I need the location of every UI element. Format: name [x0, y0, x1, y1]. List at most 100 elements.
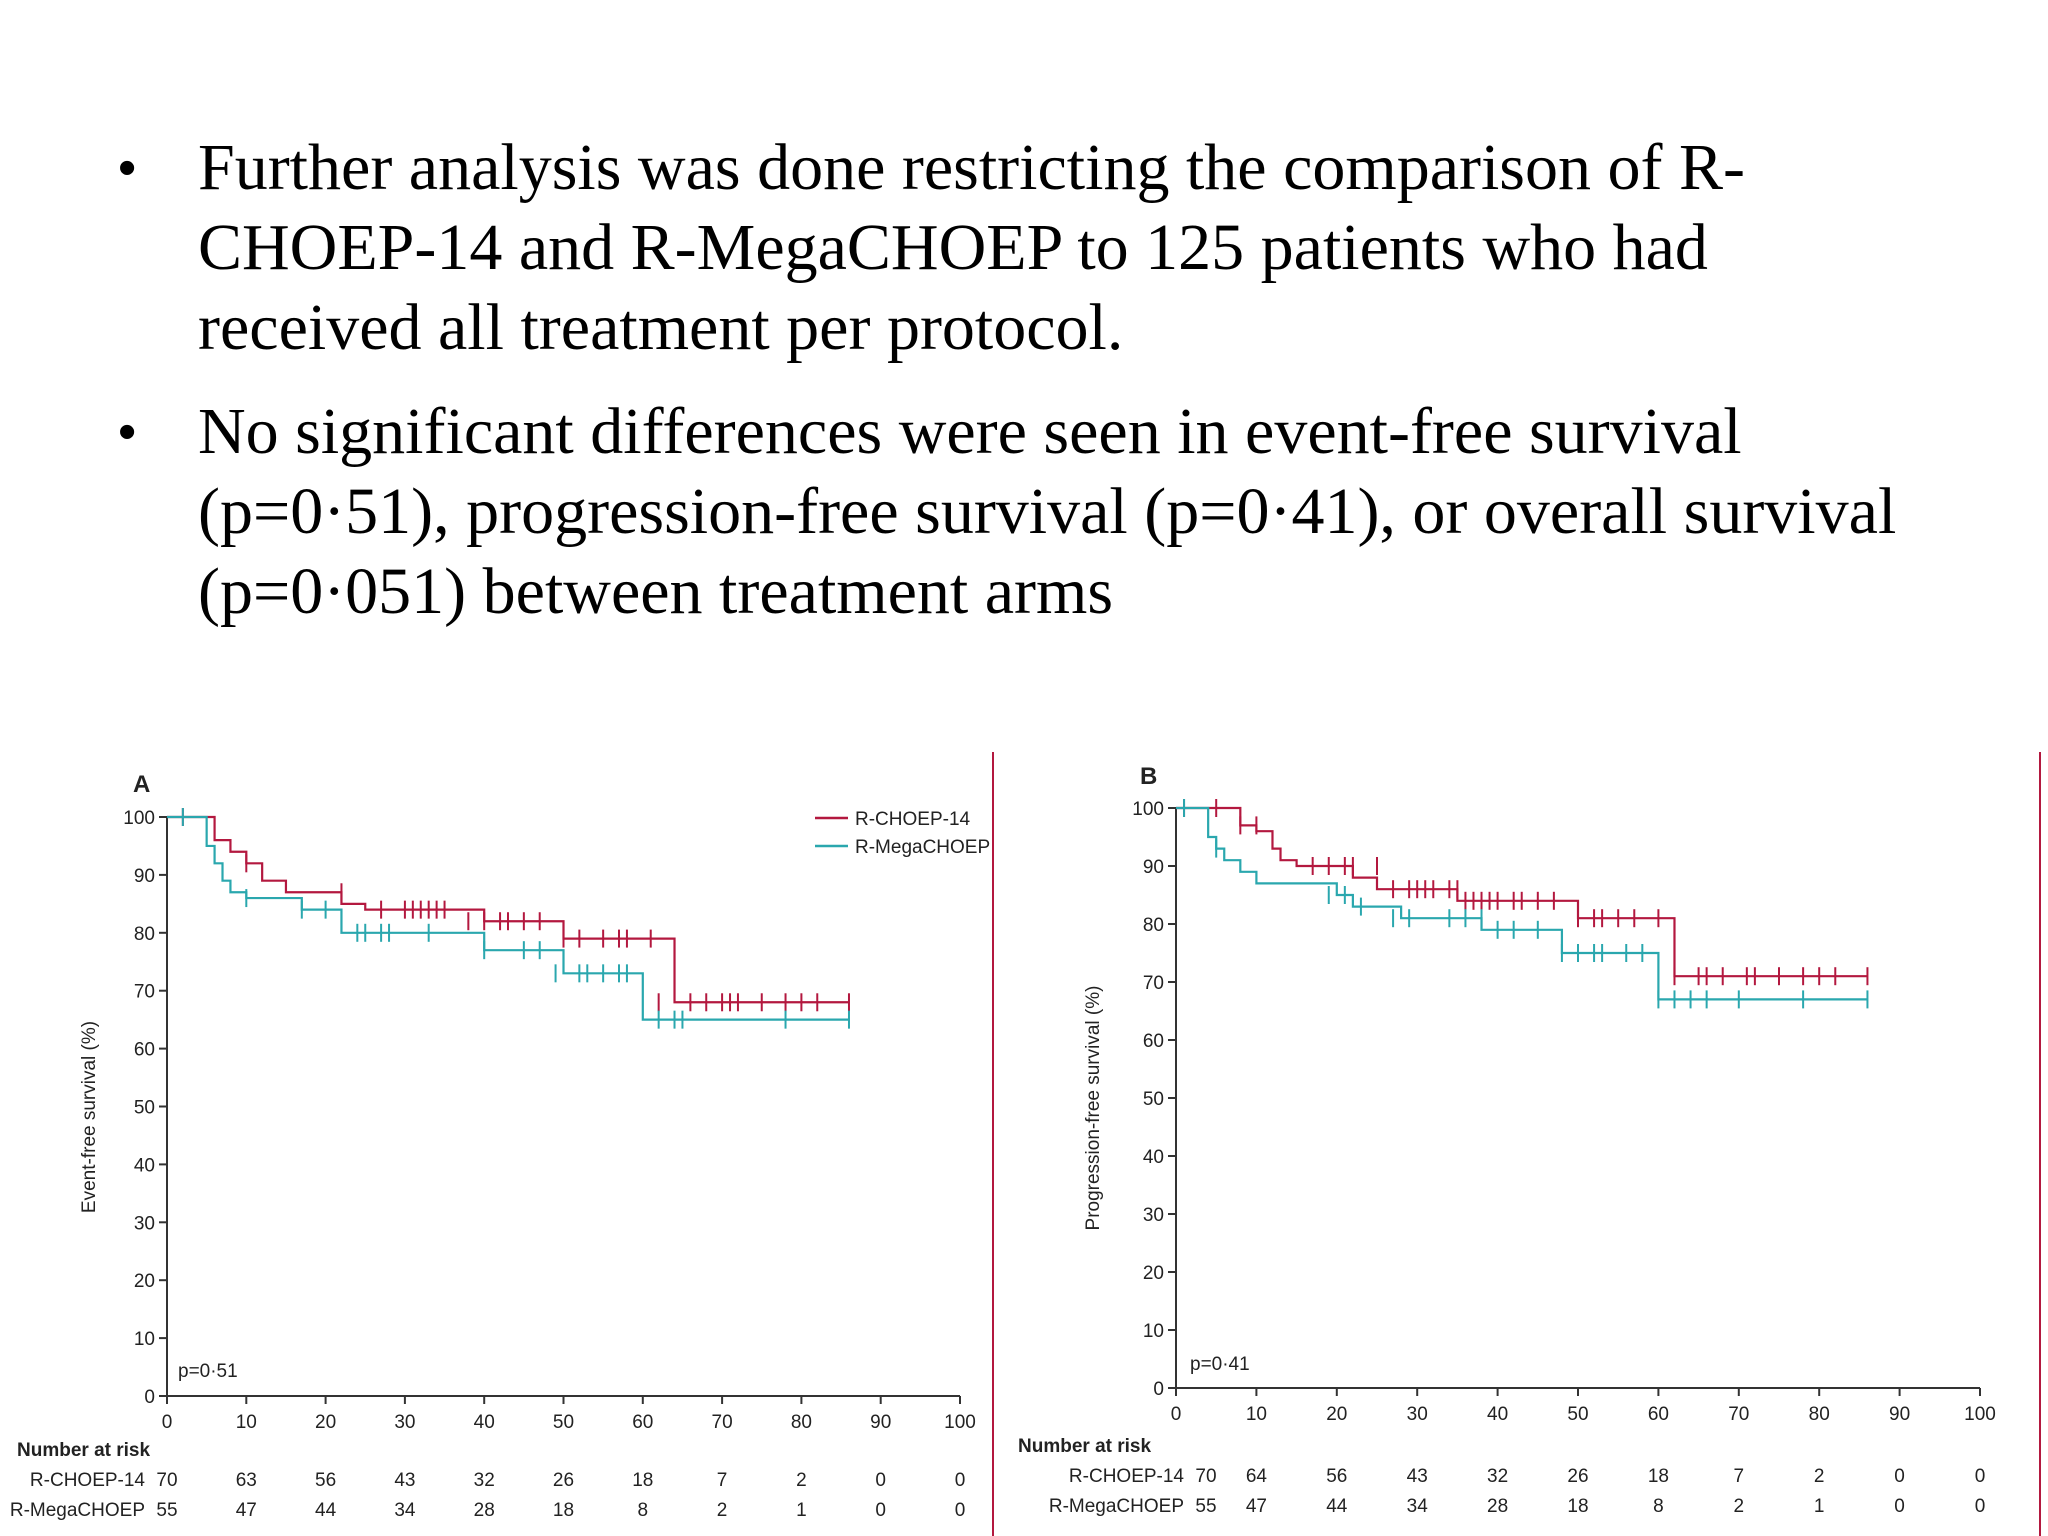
x-tick-label: 70	[712, 1412, 733, 1433]
risk-value: 8	[1653, 1496, 1664, 1517]
x-tick-label: 10	[236, 1412, 257, 1433]
y-tick-label: 40	[134, 1155, 155, 1176]
risk-value: 0	[1894, 1496, 1905, 1517]
risk-value: 7	[1734, 1466, 1745, 1487]
x-tick-label: 40	[474, 1412, 495, 1433]
risk-value: 0	[1975, 1466, 1986, 1487]
x-tick-label: 60	[1648, 1404, 1669, 1425]
risk-value: 0	[875, 1500, 886, 1521]
risk-value: 2	[796, 1470, 807, 1491]
risk-value: 63	[236, 1470, 257, 1491]
risk-value: 2	[717, 1500, 728, 1521]
risk-table-title: Number at risk	[1018, 1436, 1151, 1457]
p-value-label: p=0·51	[178, 1361, 238, 1382]
x-tick-label: 20	[315, 1412, 336, 1433]
y-tick-label: 0	[1153, 1379, 1164, 1400]
survival-curve-r-megachoep	[167, 815, 849, 1021]
x-tick-label: 100	[1964, 1404, 1996, 1425]
risk-value: 43	[1407, 1466, 1428, 1487]
y-tick-label: 90	[1143, 857, 1164, 878]
risk-value: 47	[1246, 1496, 1267, 1517]
y-tick-label: 70	[1143, 973, 1164, 994]
risk-value: 34	[394, 1500, 416, 1521]
panel-label: A	[133, 771, 150, 798]
y-tick-label: 30	[134, 1213, 155, 1234]
y-axis-label: Progression-free survival (%)	[1083, 986, 1104, 1231]
y-tick-label: 50	[1143, 1089, 1164, 1110]
risk-value: 8	[638, 1500, 649, 1521]
x-tick-label: 50	[553, 1412, 574, 1433]
risk-value: 44	[315, 1500, 337, 1521]
risk-value: 1	[796, 1500, 807, 1521]
risk-value: 32	[1487, 1466, 1508, 1487]
x-tick-label: 100	[944, 1412, 976, 1433]
bullet-item: • No significant differences were seen in…	[118, 392, 1938, 632]
survival-curve-r-megachoep	[1176, 806, 1868, 1001]
risk-value: 0	[875, 1470, 886, 1491]
risk-table-title: Number at risk	[17, 1440, 150, 1461]
risk-value: 0	[1894, 1466, 1905, 1487]
y-tick-label: 50	[134, 1098, 155, 1119]
legend-label: R-CHOEP-14	[855, 809, 971, 830]
risk-value: 70	[156, 1470, 177, 1491]
risk-value: 28	[1487, 1496, 1508, 1517]
risk-value: 55	[156, 1500, 177, 1521]
risk-value: 47	[236, 1500, 257, 1521]
risk-value: 26	[553, 1470, 574, 1491]
risk-value: 55	[1195, 1496, 1216, 1517]
y-tick-label: 20	[1143, 1263, 1164, 1284]
y-tick-label: 70	[134, 982, 155, 1003]
legend-label: R-MegaCHOEP	[855, 837, 990, 858]
risk-value: 43	[394, 1470, 415, 1491]
y-tick-label: 40	[1143, 1147, 1164, 1168]
y-tick-label: 60	[134, 1040, 155, 1061]
y-axis-label: Event-free survival (%)	[79, 1021, 100, 1213]
risk-value: 18	[1648, 1466, 1669, 1487]
bullet-list: • Further analysis was done restricting t…	[118, 128, 1938, 656]
y-tick-label: 60	[1143, 1031, 1164, 1052]
risk-value: 70	[1195, 1466, 1216, 1487]
bullet-text: Further analysis was done restricting th…	[198, 131, 1745, 364]
risk-row-name: R-MegaCHOEP	[1049, 1496, 1184, 1517]
panel-label: B	[1140, 763, 1157, 790]
p-value-label: p=0·41	[1190, 1354, 1250, 1375]
x-tick-label: 90	[1889, 1404, 1910, 1425]
x-tick-label: 80	[791, 1412, 812, 1433]
risk-value: 0	[955, 1470, 966, 1491]
y-tick-label: 90	[134, 866, 155, 887]
risk-value: 34	[1407, 1496, 1429, 1517]
risk-value: 56	[1326, 1466, 1347, 1487]
risk-value: 44	[1326, 1496, 1348, 1517]
risk-value: 18	[1567, 1496, 1588, 1517]
y-tick-label: 30	[1143, 1205, 1164, 1226]
y-tick-label: 20	[134, 1271, 155, 1292]
x-tick-label: 0	[1171, 1404, 1182, 1425]
x-tick-label: 30	[1407, 1404, 1428, 1425]
bullet-item: • Further analysis was done restricting t…	[118, 128, 1938, 368]
y-tick-label: 80	[1143, 915, 1164, 936]
risk-value: 2	[1814, 1466, 1825, 1487]
x-tick-label: 90	[870, 1412, 891, 1433]
risk-value: 0	[1975, 1496, 1986, 1517]
x-tick-label: 70	[1728, 1404, 1749, 1425]
bullet-dot: •	[118, 403, 137, 461]
y-tick-label: 10	[134, 1329, 155, 1350]
risk-value: 26	[1567, 1466, 1588, 1487]
risk-value: 1	[1814, 1496, 1825, 1517]
risk-value: 32	[474, 1470, 495, 1491]
x-tick-label: 10	[1246, 1404, 1267, 1425]
risk-value: 0	[955, 1500, 966, 1521]
risk-value: 18	[553, 1500, 574, 1521]
y-tick-label: 100	[123, 808, 155, 829]
x-tick-label: 60	[632, 1412, 653, 1433]
risk-value: 2	[1734, 1496, 1745, 1517]
x-tick-label: 0	[162, 1412, 173, 1433]
risk-value: 56	[315, 1470, 336, 1491]
risk-row-name: R-MegaCHOEP	[10, 1500, 145, 1521]
risk-value: 18	[632, 1470, 653, 1491]
bullet-text: No significant differences were seen in …	[198, 395, 1897, 628]
x-tick-label: 20	[1326, 1404, 1347, 1425]
y-tick-label: 0	[144, 1387, 155, 1408]
risk-value: 64	[1246, 1466, 1268, 1487]
